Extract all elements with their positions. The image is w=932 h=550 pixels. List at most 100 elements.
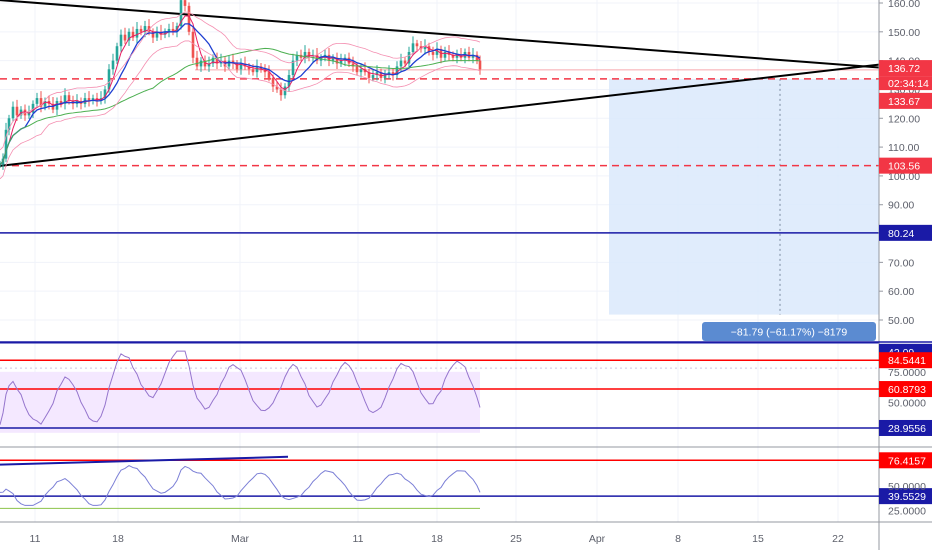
osc2-tag	[879, 488, 932, 505]
osc1-tag-label: 84.5441	[888, 355, 926, 367]
candle-body	[119, 34, 123, 47]
candle-body	[351, 63, 355, 67]
countdown-label: 02:34:14	[888, 78, 929, 90]
osc1-tag	[879, 352, 932, 369]
candle-body	[111, 60, 115, 70]
candle-body	[335, 57, 339, 64]
y-tick-label: 150.00	[888, 27, 920, 39]
candle-body	[475, 54, 479, 61]
candle-body	[183, 0, 187, 6]
x-tick-label: Apr	[589, 533, 606, 545]
candle-body	[355, 66, 359, 73]
y-tick-label: 120.00	[888, 113, 920, 125]
price-tag-label: 103.56	[888, 161, 920, 173]
candle-body	[431, 51, 435, 55]
candle-body	[187, 5, 191, 32]
measure-label: −81.79 (−61.17%) −8179	[731, 327, 848, 339]
candle-body	[455, 54, 459, 58]
candle-body	[179, 0, 183, 27]
candle-body	[415, 43, 419, 47]
candle-body	[423, 46, 427, 50]
candle-body	[211, 57, 215, 64]
x-tick-label: 11	[30, 533, 41, 545]
candle-body	[339, 60, 343, 64]
candle-body	[451, 54, 455, 58]
candle-body	[7, 118, 11, 130]
candle-body	[411, 43, 415, 52]
x-tick-label: 11	[353, 533, 364, 545]
candle-body	[15, 106, 19, 116]
candle-body	[383, 75, 387, 78]
candle-body	[467, 51, 471, 58]
ma-slow	[0, 47, 481, 165]
candle-body	[399, 60, 403, 67]
candle-body	[115, 46, 119, 61]
candle-body	[267, 72, 271, 78]
candle-body	[471, 54, 475, 58]
candle-body	[331, 57, 335, 61]
price-tag	[879, 157, 932, 174]
x-tick-label: 22	[832, 533, 844, 545]
candle-body	[303, 51, 307, 58]
y-tick-label: 160.00	[888, 0, 920, 10]
y-tick-label: 50.00	[888, 315, 914, 327]
y-tick-label: 100.00	[888, 171, 920, 183]
osc1-tag	[879, 419, 932, 436]
candle-body	[375, 72, 379, 76]
candle-body	[239, 63, 243, 70]
osc2-y-tick: 25.0000	[888, 505, 926, 517]
candle-body	[63, 95, 67, 104]
candle-body	[31, 103, 35, 113]
candle-body	[263, 69, 267, 73]
candle-body	[195, 57, 199, 67]
candle-body	[251, 69, 255, 73]
x-tick-label: 18	[431, 533, 443, 545]
price-tag-label: 133.67	[888, 96, 920, 108]
candle-body	[407, 51, 411, 64]
candle-body	[363, 69, 367, 73]
candle-body	[87, 98, 91, 101]
x-tick-label: 25	[510, 533, 522, 545]
osc2-tag-label: 76.4157	[888, 455, 926, 467]
osc1-y-tick: 75.0000	[888, 367, 926, 379]
candle-body	[271, 77, 275, 87]
candle-body	[4, 129, 8, 159]
osc2-y-tick: 50.0000	[888, 481, 926, 493]
x-tick-label: 8	[675, 533, 681, 545]
candle-body	[35, 98, 39, 104]
candle-body	[391, 72, 395, 76]
osc1-tag	[879, 381, 932, 398]
candle-body	[159, 31, 163, 35]
measure-tag	[702, 322, 876, 341]
osc2-line	[0, 464, 481, 506]
price-tag	[879, 224, 932, 241]
candle-body	[27, 112, 31, 116]
candle-body	[0, 164, 2, 166]
envelope-lower	[0, 40, 481, 180]
candle-body	[203, 60, 207, 67]
measure-box	[609, 78, 879, 315]
candle-body	[163, 31, 167, 35]
candle-body	[143, 26, 147, 32]
candle-body	[379, 72, 383, 78]
candle-body	[247, 66, 251, 70]
candle-body	[235, 63, 239, 70]
ma-fast	[0, 15, 481, 165]
candle-body	[478, 60, 482, 70]
candle-body	[227, 60, 231, 67]
candle-body	[295, 54, 299, 61]
osc1-y-tick: 50.0000	[888, 397, 926, 409]
x-tick-label: 15	[752, 533, 764, 545]
candle-body	[275, 86, 279, 90]
candle-body	[371, 75, 375, 78]
candle-body	[315, 54, 319, 61]
candle-body	[139, 28, 143, 32]
candle-body	[287, 75, 291, 87]
candle-body	[243, 63, 247, 67]
candle-body	[435, 49, 439, 55]
ma-mid	[0, 23, 481, 165]
osc1-tag-label: 28.9556	[888, 423, 926, 435]
candle-body	[443, 51, 447, 58]
